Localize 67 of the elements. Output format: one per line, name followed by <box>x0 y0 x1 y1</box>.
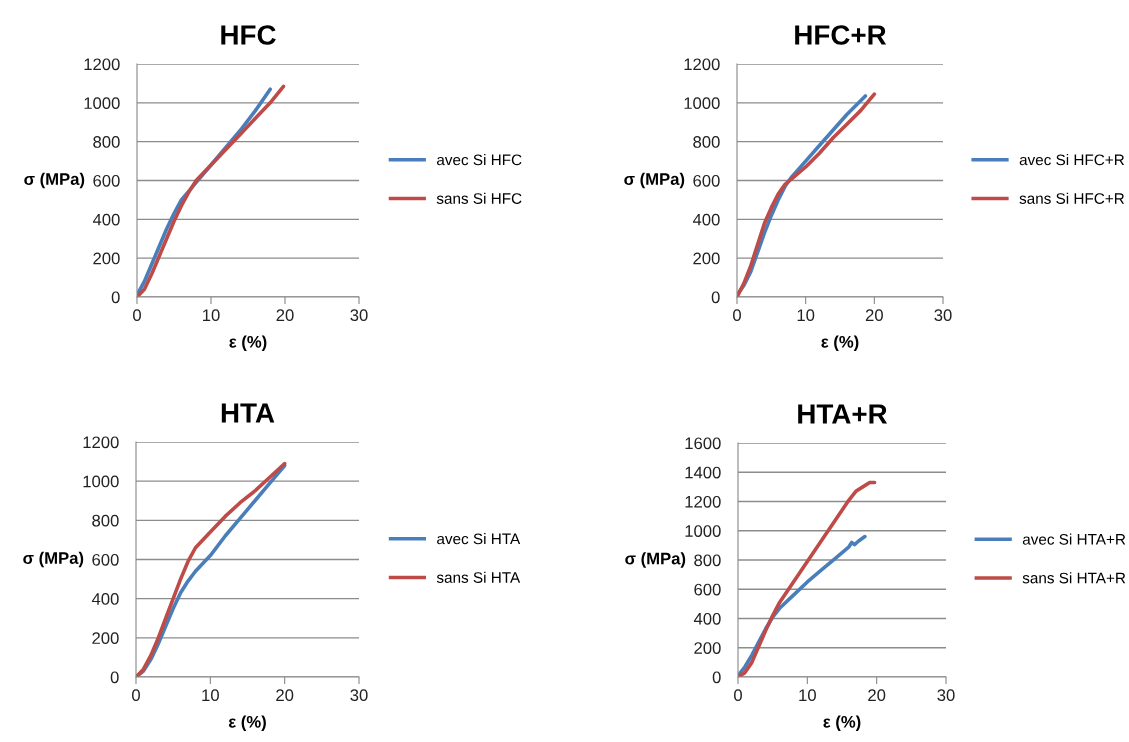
chart-title: HTA <box>221 403 275 423</box>
y-axis-title: σ (MPa) <box>624 172 685 189</box>
y-tick-label: 0 <box>111 291 120 304</box>
x-tick-label: 0 <box>132 689 140 702</box>
x-tick-label: 20 <box>276 689 294 702</box>
y-tick-label: 400 <box>693 612 721 625</box>
y-tick-label: 800 <box>693 136 720 148</box>
y-tick-label: 200 <box>694 642 721 654</box>
y-tick-label: 200 <box>93 252 120 265</box>
y-axis-title: σ (MPa) <box>23 551 84 568</box>
y-tick-label: 1000 <box>84 97 120 110</box>
y-tick-label: 600 <box>694 583 721 596</box>
y-axis-title: σ (MPa) <box>625 552 686 568</box>
y-tick-label: 800 <box>92 514 119 527</box>
y-tick-label: 1000 <box>685 525 721 537</box>
y-tick-label: 800 <box>93 136 120 148</box>
y-tick-label: 1200 <box>685 495 721 508</box>
x-tick-label: 30 <box>937 689 955 702</box>
y-axis-title: σ (MPa) <box>24 172 85 189</box>
x-tick-label: 20 <box>868 689 886 702</box>
legend-label: sans Si HFC <box>436 192 522 204</box>
legend-label: sans Si HFC+R <box>1019 192 1125 204</box>
y-tick-label: 1000 <box>83 475 119 488</box>
y-tick-label: 400 <box>91 593 119 605</box>
legend-label: avec Si HFC+R <box>1019 154 1125 166</box>
chart-title: HFC <box>221 25 276 45</box>
x-tick-label: 0 <box>133 309 141 322</box>
y-tick-label: 1200 <box>84 58 120 71</box>
x-tick-label: 30 <box>350 309 368 322</box>
x-tick-label: 30 <box>350 689 368 702</box>
y-tick-label: 1000 <box>684 97 720 110</box>
chart-title: HTA+R <box>798 404 888 424</box>
x-tick-label: 20 <box>865 309 883 322</box>
chart-title: HFC+R <box>795 25 887 45</box>
legend-label: avec Si HTA <box>437 533 521 545</box>
legend-label: sans Si HTA <box>436 571 521 583</box>
legend-label: sans Si HTA+R <box>1022 572 1126 584</box>
y-tick-label: 600 <box>693 174 720 187</box>
legend-label: avec Si HFC <box>436 154 522 166</box>
x-tick-label: 10 <box>202 689 219 702</box>
x-tick-label: 10 <box>799 689 816 702</box>
y-tick-label: 0 <box>110 671 119 684</box>
legend-label: avec Si HTA+R <box>1022 533 1126 545</box>
y-tick-label: 400 <box>92 213 120 226</box>
x-tick-label: 0 <box>734 689 742 702</box>
y-tick-label: 1200 <box>684 58 720 71</box>
y-tick-label: 1200 <box>83 436 119 449</box>
y-tick-label: 0 <box>711 291 720 304</box>
y-tick-label: 600 <box>92 553 119 566</box>
y-tick-label: 1600 <box>685 437 721 450</box>
x-axis-title: ε (%) <box>823 715 861 731</box>
y-tick-label: 600 <box>93 174 120 187</box>
x-axis-title: ε (%) <box>229 335 267 351</box>
y-tick-label: 400 <box>692 213 720 226</box>
x-tick-label: 0 <box>733 309 741 322</box>
y-tick-label: 0 <box>712 671 721 684</box>
x-tick-label: 10 <box>797 309 815 322</box>
x-axis-title: ε (%) <box>228 715 266 731</box>
y-tick-label: 200 <box>693 252 720 265</box>
x-tick-label: 10 <box>203 309 220 322</box>
line-series <box>738 480 877 677</box>
x-tick-label: 20 <box>276 309 294 322</box>
y-tick-label: 200 <box>92 632 119 645</box>
x-axis-title: ε (%) <box>821 335 859 351</box>
x-tick-label: 30 <box>934 309 952 322</box>
y-tick-label: 1400 <box>685 466 721 479</box>
y-tick-label: 800 <box>694 554 721 567</box>
